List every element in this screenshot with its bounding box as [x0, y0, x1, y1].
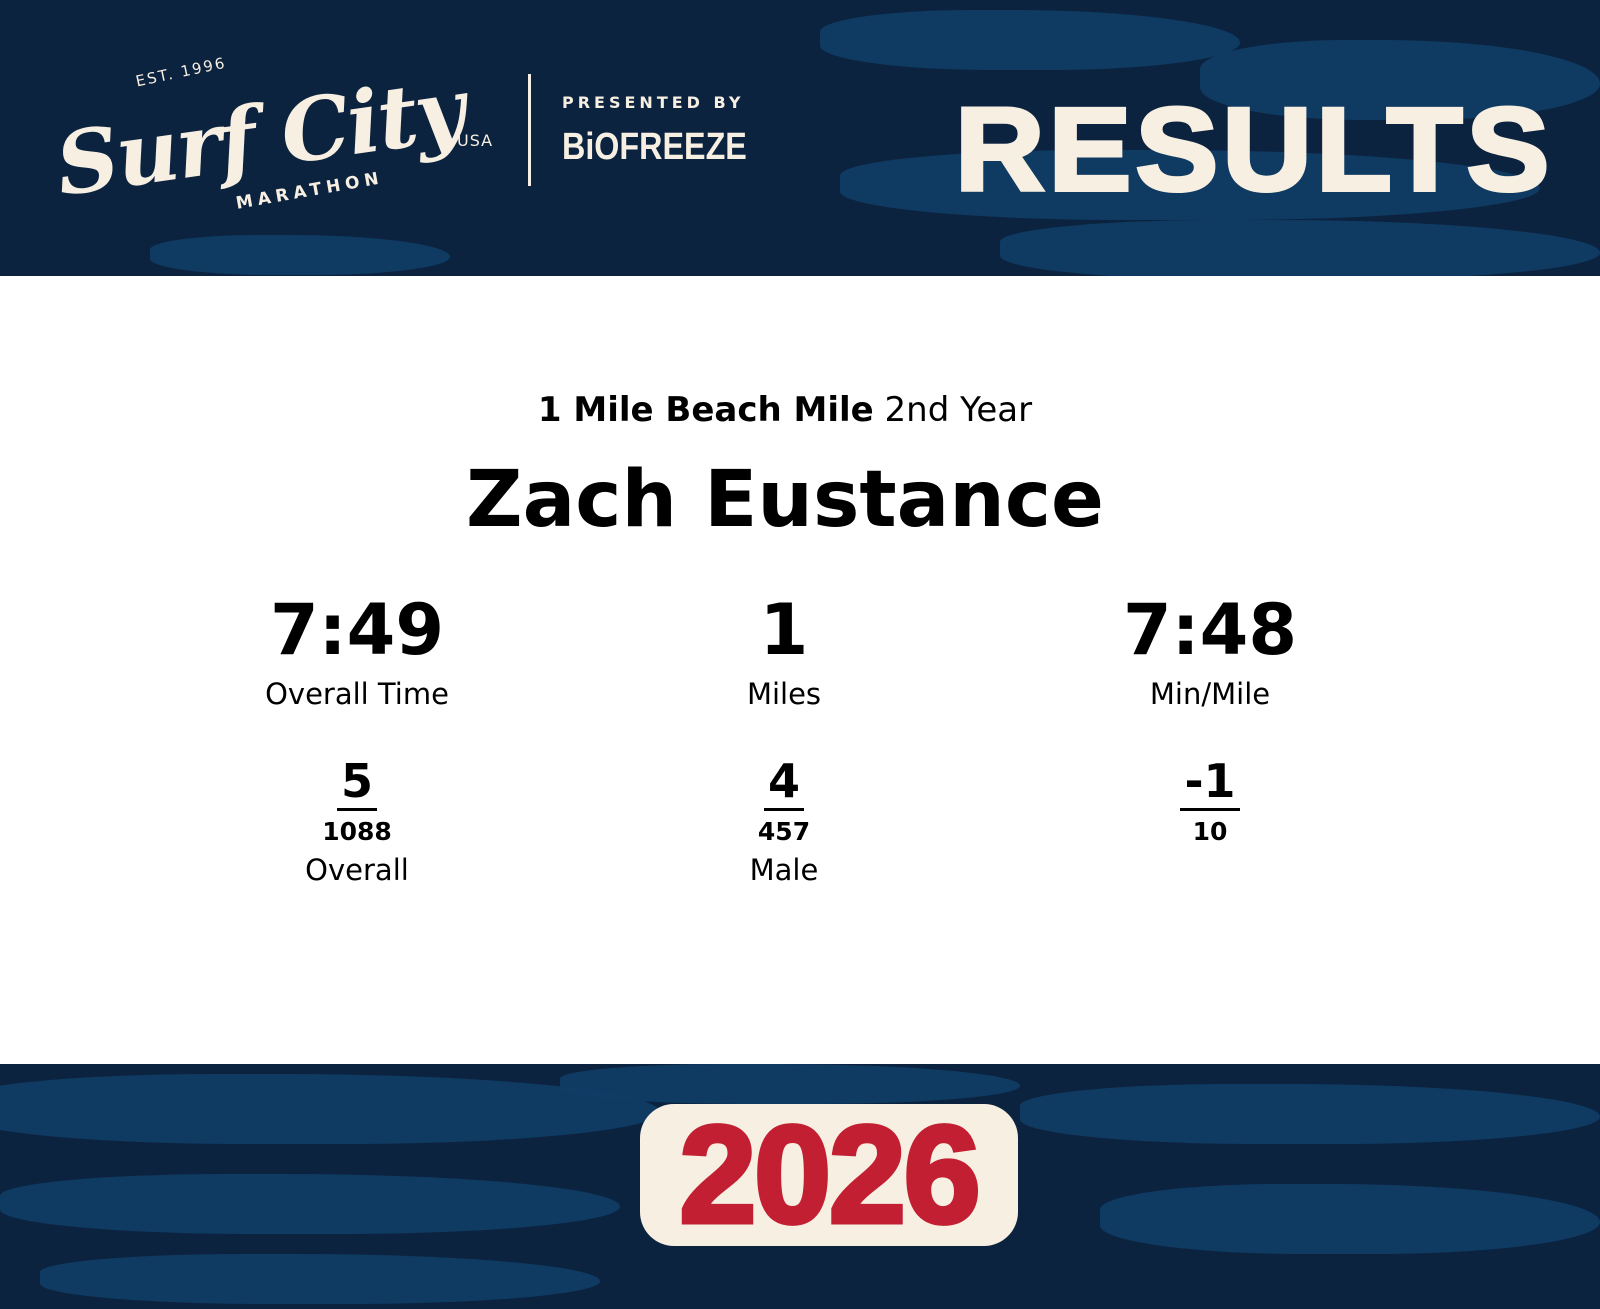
logo-est: EST. 1996 — [134, 53, 228, 91]
race-year-label: 2nd Year — [884, 390, 1033, 430]
rank-label: Overall — [305, 853, 409, 887]
sponsor-logo: BiOFREEZE — [562, 126, 747, 168]
stat-label: Min/Mile — [1149, 677, 1271, 711]
header-banner: EST. 1996 Surf City USA MARATHON PRESENT… — [0, 0, 1600, 276]
stat-label: Miles — [746, 677, 822, 711]
race-name: 1 Mile Beach Mile — [537, 390, 874, 430]
rank-label: Male — [749, 853, 819, 887]
rank-overall: 5 1088 Overall — [157, 754, 557, 890]
stat-pace: 7:48 Min/Mile — [1010, 590, 1410, 714]
stat-overall-time: 7:49 Overall Time — [157, 590, 557, 714]
rank-total: 457 — [757, 817, 811, 846]
logo-usa: USA — [457, 131, 494, 150]
year-text: 2026 — [677, 1098, 983, 1252]
rank-total: 1088 — [322, 817, 392, 846]
page-title: RESULTS — [953, 82, 1554, 218]
stat-label: Overall Time — [265, 677, 449, 711]
stat-miles: 1 Miles — [584, 590, 984, 714]
stat-value: 7:49 — [269, 589, 445, 671]
race-subtitle: 1 Mile Beach Mile 2nd Year — [0, 390, 1570, 430]
surf-city-marathon-logo[interactable]: EST. 1996 Surf City USA MARATHON — [45, 45, 515, 225]
rank-division: -1 10 — [1010, 754, 1410, 850]
rank-gender: 4 457 Male — [584, 754, 984, 890]
rank-place: 5 — [336, 754, 377, 811]
rank-place: -1 — [1180, 754, 1240, 811]
athlete-name: Zach Eustance — [466, 455, 1104, 545]
rank-place: 4 — [763, 754, 804, 811]
presented-by-label: PRESENTED BY — [562, 93, 745, 112]
logo-divider — [528, 74, 531, 186]
rank-total: 10 — [1192, 817, 1228, 846]
stat-value: 1 — [759, 589, 809, 671]
stat-value: 7:48 — [1122, 589, 1298, 671]
year-badge: 2026 — [640, 1098, 1018, 1252]
